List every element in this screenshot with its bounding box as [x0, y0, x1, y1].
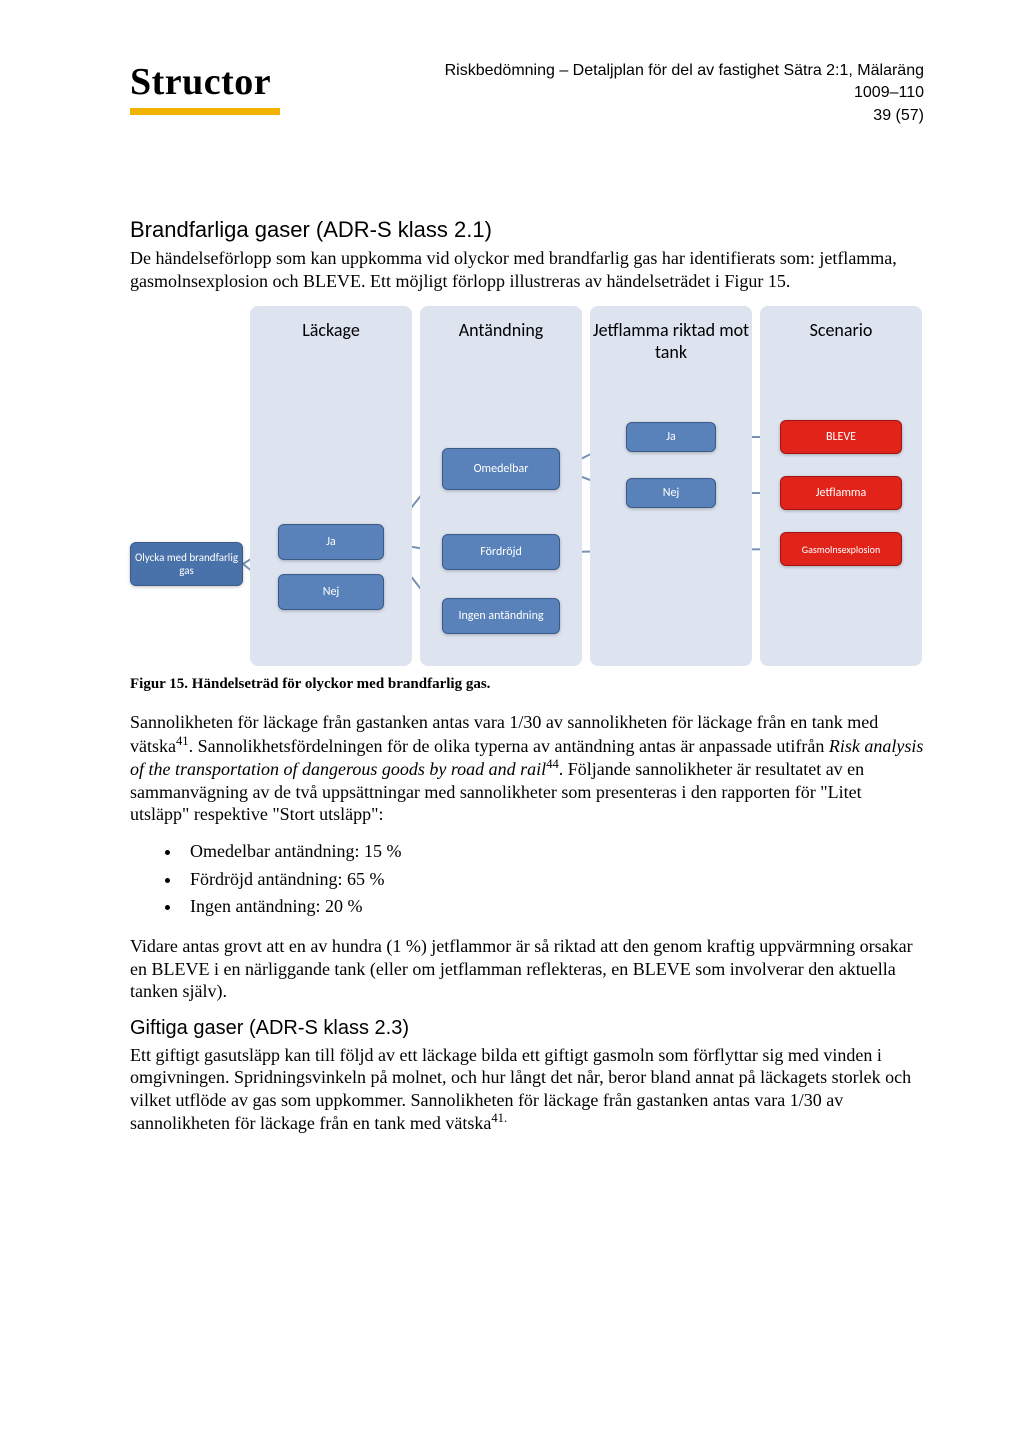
diagram-node-jet: Jetflamma [780, 476, 902, 510]
event-tree-diagram: Läckage Antändning Jetflamma riktad mot ta… [130, 306, 924, 666]
diagram-node-gasmoln: Gasmolnsexplosion [780, 532, 902, 566]
page-header: Structor Riskbedömning – Detaljplan för … [130, 60, 924, 127]
section2-pre: Ett giftigt gasutsläpp kan till följd av… [130, 1045, 911, 1134]
list-item: Ingen antändning: 20 % [182, 893, 924, 921]
diagram-column [250, 306, 412, 666]
section1-para: De händelseförlopp som kan uppkomma vid … [130, 247, 924, 292]
header-pagenum: 39 (57) [300, 105, 924, 127]
footnote-ref-44: 44 [546, 757, 559, 771]
list-item: Fördröjd antändning: 65 % [182, 866, 924, 894]
para2: Sannolikheten för läckage från gastanken… [130, 711, 924, 826]
diagram-column-header: Läckage [250, 320, 412, 342]
header-title: Riskbedömning – Detaljplan för del av fa… [300, 60, 924, 82]
section-title-2: Giftiga gaser (ADR-S klass 2.3) [130, 1017, 924, 1040]
diagram-column-header: Antändning [420, 320, 582, 342]
diagram-column-header: Jetflamma riktad mot tank [590, 320, 752, 363]
probability-list: Omedelbar antändning: 15 % Fördröjd antä… [182, 838, 924, 922]
list-item: Omedelbar antändning: 15 % [182, 838, 924, 866]
diagram-node-fordrojd: Fördröjd [442, 534, 560, 570]
logo-text: Structor [130, 60, 280, 110]
header-docnum: 1009–110 [300, 82, 924, 104]
diagram-node-root: Olycka med brandfarlig gas [130, 542, 243, 586]
diagram-column-header: Scenario [760, 320, 922, 342]
section-title-1: Brandfarliga gaser (ADR-S klass 2.1) [130, 217, 924, 243]
section2-para: Ett giftigt gasutsläpp kan till följd av… [130, 1044, 924, 1135]
para2-mid: . Sannolikhetsfördelningen för de olika … [189, 736, 829, 756]
diagram-node-nej1: Nej [278, 574, 384, 610]
header-meta: Riskbedömning – Detaljplan för del av fa… [280, 60, 924, 127]
diagram-node-ingen: Ingen antändning [442, 598, 560, 634]
figure-caption: Figur 15. Händelseträd för olyckor med b… [130, 676, 924, 693]
para3: Vidare antas grovt att en av hundra (1 %… [130, 935, 924, 1003]
diagram-node-ja2: Ja [626, 422, 716, 452]
footnote-ref-41: 41 [176, 734, 189, 748]
footnote-ref-41b: 41. [491, 1111, 507, 1125]
diagram-node-bleve: BLEVE [780, 420, 902, 454]
diagram-node-nej2: Nej [626, 478, 716, 508]
diagram-node-omedelbar: Omedelbar [442, 448, 560, 490]
diagram-node-ja1: Ja [278, 524, 384, 560]
logo: Structor [130, 60, 280, 115]
